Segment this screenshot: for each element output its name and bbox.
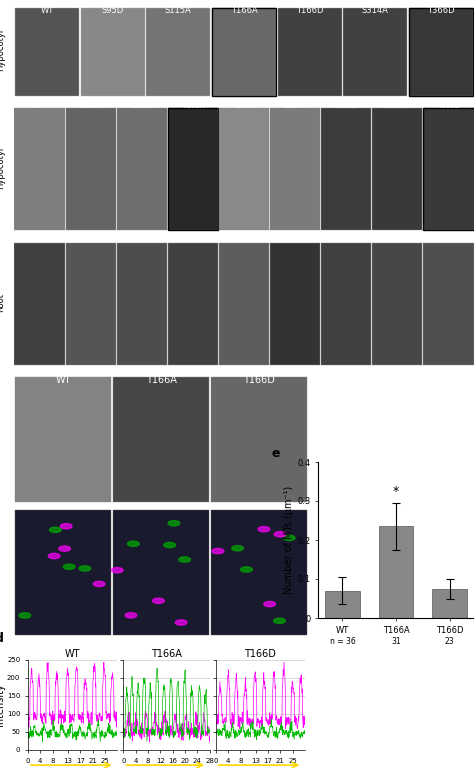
- Bar: [15, 8, 79, 96]
- Bar: [212, 8, 276, 96]
- Text: 31: 31: [391, 637, 401, 646]
- Bar: [423, 108, 474, 230]
- Bar: [117, 243, 167, 365]
- Bar: [432, 589, 467, 618]
- Bar: [409, 8, 473, 96]
- Circle shape: [283, 535, 295, 541]
- Text: n = 36: n = 36: [329, 637, 356, 646]
- Bar: [65, 243, 116, 365]
- Circle shape: [232, 545, 244, 551]
- Bar: [409, 8, 473, 96]
- Circle shape: [48, 553, 60, 558]
- Circle shape: [60, 524, 72, 529]
- Bar: [146, 8, 210, 96]
- Bar: [372, 243, 422, 365]
- Bar: [321, 108, 371, 230]
- Bar: [168, 243, 218, 365]
- Text: S115A: S115A: [165, 6, 191, 15]
- Text: S314D: S314D: [335, 103, 358, 109]
- Text: T366A: T366A: [386, 103, 409, 109]
- Circle shape: [241, 567, 252, 572]
- Circle shape: [179, 557, 191, 562]
- Text: Root: Root: [0, 293, 5, 312]
- Bar: [15, 510, 111, 635]
- Bar: [15, 377, 111, 502]
- Text: T166A: T166A: [146, 375, 176, 385]
- Bar: [278, 8, 342, 96]
- Circle shape: [274, 531, 286, 537]
- Title: T166A: T166A: [151, 649, 182, 659]
- Text: S115A: S115A: [130, 103, 153, 109]
- Circle shape: [168, 521, 180, 526]
- Bar: [81, 8, 145, 96]
- Bar: [210, 510, 308, 635]
- Text: 23: 23: [445, 637, 454, 646]
- Title: WT: WT: [65, 649, 81, 659]
- Bar: [423, 243, 474, 365]
- Title: T166D: T166D: [245, 649, 276, 659]
- Text: T166A: T166A: [231, 6, 257, 15]
- Text: WT: WT: [55, 375, 71, 385]
- Bar: [15, 243, 64, 365]
- Circle shape: [164, 542, 175, 548]
- Bar: [219, 243, 269, 365]
- Text: d: d: [0, 632, 3, 645]
- Circle shape: [264, 601, 275, 607]
- Bar: [117, 108, 167, 230]
- Bar: [344, 8, 407, 96]
- Text: e: e: [271, 447, 280, 460]
- Circle shape: [212, 548, 224, 554]
- Circle shape: [153, 598, 164, 604]
- Circle shape: [128, 541, 139, 547]
- Text: T166D: T166D: [233, 103, 255, 109]
- Circle shape: [93, 581, 105, 587]
- Text: Hypocotyl: Hypocotyl: [0, 147, 5, 189]
- Text: WT: WT: [34, 103, 45, 109]
- Bar: [423, 108, 474, 230]
- Bar: [15, 108, 64, 230]
- Text: T166A: T166A: [182, 103, 204, 109]
- Bar: [379, 526, 413, 618]
- Bar: [270, 243, 320, 365]
- Circle shape: [79, 566, 91, 571]
- Text: S95D: S95D: [101, 6, 124, 15]
- Circle shape: [111, 568, 123, 573]
- Circle shape: [258, 527, 270, 532]
- Circle shape: [19, 613, 31, 618]
- Circle shape: [175, 620, 187, 625]
- Bar: [113, 510, 210, 635]
- Bar: [372, 108, 422, 230]
- Text: WT: WT: [40, 6, 54, 15]
- Circle shape: [273, 618, 285, 624]
- Bar: [168, 108, 218, 230]
- Text: Hypocotyl: Hypocotyl: [0, 29, 5, 71]
- Circle shape: [49, 527, 61, 532]
- Bar: [219, 108, 269, 230]
- Text: T366D: T366D: [428, 6, 455, 15]
- Text: S95A: S95A: [82, 103, 100, 109]
- Circle shape: [63, 564, 75, 569]
- Y-axis label: Intensity: Intensity: [0, 684, 6, 727]
- Circle shape: [125, 613, 137, 618]
- Bar: [210, 377, 308, 502]
- Text: S314A: S314A: [284, 103, 306, 109]
- Text: T366D: T366D: [437, 103, 460, 109]
- Bar: [325, 591, 360, 618]
- Y-axis label: Number of MTs (µm⁻¹): Number of MTs (µm⁻¹): [284, 486, 294, 594]
- Bar: [113, 377, 210, 502]
- Text: T166D: T166D: [296, 6, 323, 15]
- Bar: [65, 108, 116, 230]
- Text: T166D: T166D: [243, 375, 275, 385]
- Bar: [168, 108, 218, 230]
- Bar: [212, 8, 276, 96]
- Bar: [321, 243, 371, 365]
- Bar: [270, 108, 320, 230]
- Text: *: *: [393, 485, 399, 498]
- Circle shape: [59, 546, 71, 551]
- Text: S314A: S314A: [362, 6, 389, 15]
